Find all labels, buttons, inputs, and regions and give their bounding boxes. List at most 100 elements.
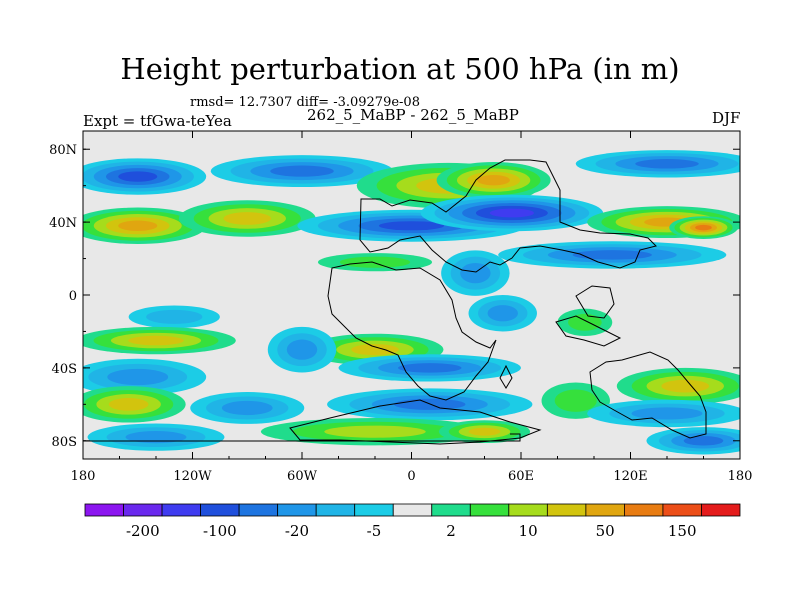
field-contour xyxy=(107,368,169,386)
field-blob-14 xyxy=(468,295,537,332)
field-blob-22 xyxy=(616,367,740,405)
colorbar-swatch xyxy=(585,503,625,517)
colorbar-label: -20 xyxy=(285,522,309,540)
field-blob-10 xyxy=(669,216,738,239)
field-blob-13 xyxy=(441,250,510,296)
field-contour xyxy=(128,335,184,346)
field-contour xyxy=(489,208,534,218)
colorbar-swatch xyxy=(701,503,741,517)
x-tick-label: 180 xyxy=(71,469,96,484)
coast-africa xyxy=(327,261,497,401)
coast-se-asia xyxy=(555,315,622,347)
x-tick-label: 180 xyxy=(728,469,753,484)
field-blob-29 xyxy=(438,420,531,444)
field-blob-0 xyxy=(83,158,207,195)
field-blob-3 xyxy=(436,161,551,199)
field-contour xyxy=(223,212,272,225)
colorbar-swatch xyxy=(354,503,394,517)
field-blob-28 xyxy=(260,418,490,446)
colorbar-swatch xyxy=(84,503,124,517)
colorbar-label: 2 xyxy=(446,522,456,540)
coastline xyxy=(83,159,707,445)
colorbar-swatch xyxy=(161,503,201,517)
x-tick-label: 0 xyxy=(407,469,415,484)
colorbar-label: -100 xyxy=(203,522,237,540)
field-contour xyxy=(108,397,149,411)
field-contour xyxy=(635,159,699,169)
colorbar-label: 150 xyxy=(668,522,697,540)
field-blob-11 xyxy=(498,241,727,269)
colorbar-swatch xyxy=(624,503,664,517)
field-blob-12 xyxy=(317,253,433,272)
colorbar-label: 50 xyxy=(596,522,615,540)
field-blob-24 xyxy=(190,392,305,424)
colorbar-swatch xyxy=(200,503,240,517)
field-blob-1 xyxy=(210,155,394,188)
x-tick-label: 60E xyxy=(508,469,534,484)
field-contour xyxy=(118,171,158,182)
y-tick-label: 40S xyxy=(52,362,77,377)
field-contour xyxy=(146,309,203,324)
field-contour xyxy=(324,425,426,438)
coast-australia xyxy=(589,351,707,439)
case-label: 262_5_MaBP - 262_5_MaBP xyxy=(307,106,519,124)
field-blob-21 xyxy=(338,354,521,382)
field-contour xyxy=(477,174,510,186)
field-blob-6 xyxy=(178,200,316,237)
field-contour xyxy=(554,389,597,412)
field-contour xyxy=(460,263,491,284)
coast-madagascar xyxy=(499,364,513,389)
field-contour xyxy=(125,431,187,444)
x-tick-label: 60W xyxy=(287,469,318,484)
field-blob-30 xyxy=(87,423,225,451)
colorbar-swatch xyxy=(431,503,471,517)
field-contour xyxy=(631,407,703,420)
colorbar-swatch xyxy=(123,503,163,517)
field-contour xyxy=(221,400,273,416)
colorbar-label: -200 xyxy=(126,522,160,540)
field-blob-5 xyxy=(83,207,207,244)
field-blob-19 xyxy=(83,358,207,396)
field-blob-4 xyxy=(575,150,740,178)
field-contour xyxy=(118,220,158,231)
field-blob-8 xyxy=(420,194,604,232)
x-tick-label: 120E xyxy=(613,469,647,484)
field-contour xyxy=(695,224,712,231)
field-blob-23 xyxy=(83,386,186,423)
colorbar: -200 -100 -20 -5 2 10 50 150 xyxy=(84,503,741,540)
coast-antarctic-shelf xyxy=(83,433,521,442)
field-contour xyxy=(351,344,399,356)
colorbar-swatch xyxy=(546,503,587,517)
field-blob-16 xyxy=(83,326,236,355)
x-tick-label: 120W xyxy=(173,469,212,484)
field-blob-18 xyxy=(557,308,613,337)
field-blob-15 xyxy=(128,305,220,329)
field-contour xyxy=(468,427,501,436)
colorbar-swatch xyxy=(662,503,702,517)
coast-india xyxy=(575,285,615,319)
axes: 180 120W 60W 0 60E 120E 180 80N 40N 0 40S 80S xyxy=(49,131,752,484)
colorbar-swatch xyxy=(238,503,279,517)
colorbar-swatch xyxy=(315,503,356,517)
field-contour xyxy=(398,363,462,373)
field-contour xyxy=(339,256,411,268)
y-tick-label: 80N xyxy=(49,143,77,158)
stats-text: rmsd= 12.7307 diff= -3.09279e-08 xyxy=(190,95,420,110)
y-tick-label: 40N xyxy=(49,216,77,231)
field-blob-20 xyxy=(267,326,337,373)
y-tick-label: 0 xyxy=(69,289,77,304)
colorbar-swatch xyxy=(277,503,317,517)
field-blob-27 xyxy=(587,399,740,428)
field-contour xyxy=(683,436,724,446)
field-contour xyxy=(572,250,652,260)
field-contour xyxy=(568,313,602,331)
field-contour xyxy=(286,339,318,360)
field-blob-31 xyxy=(646,427,740,455)
chart-title: Height perturbation at 500 hPa (in m) xyxy=(120,52,680,86)
y-tick-label: 80S xyxy=(52,435,77,450)
colorbar-swatch xyxy=(469,503,510,517)
field-contour xyxy=(661,379,710,393)
colorbar-swatch xyxy=(508,503,548,517)
field-contour xyxy=(378,221,445,231)
